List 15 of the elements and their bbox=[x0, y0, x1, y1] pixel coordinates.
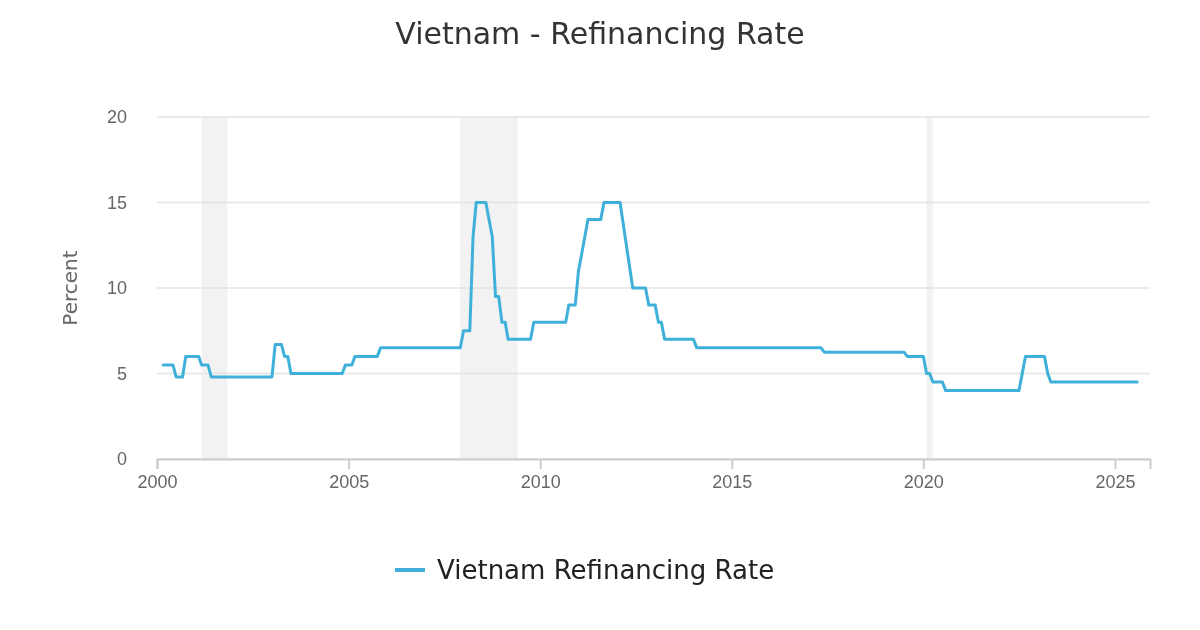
x-tick-label: 2020 bbox=[903, 471, 944, 492]
y-tick-label: 0 bbox=[116, 449, 127, 470]
y-axis-title: Percent bbox=[58, 250, 82, 326]
y-tick-label: 5 bbox=[116, 363, 127, 384]
line-series bbox=[161, 201, 1139, 393]
y-tick-label: 15 bbox=[106, 192, 127, 213]
legend-label: Vietnam Refinancing Rate bbox=[437, 555, 775, 585]
x-tick-label: 2000 bbox=[137, 471, 178, 492]
y-tick-label: 20 bbox=[106, 107, 127, 128]
x-tick-label: 2005 bbox=[329, 471, 370, 492]
x-tick-label: 2010 bbox=[520, 471, 561, 492]
y-tick-label: 10 bbox=[106, 278, 127, 299]
chart-title: Vietnam - Refinancing Rate bbox=[395, 16, 805, 51]
x-tick-label: 2025 bbox=[1095, 471, 1136, 492]
x-tick-label: 2015 bbox=[712, 471, 753, 492]
